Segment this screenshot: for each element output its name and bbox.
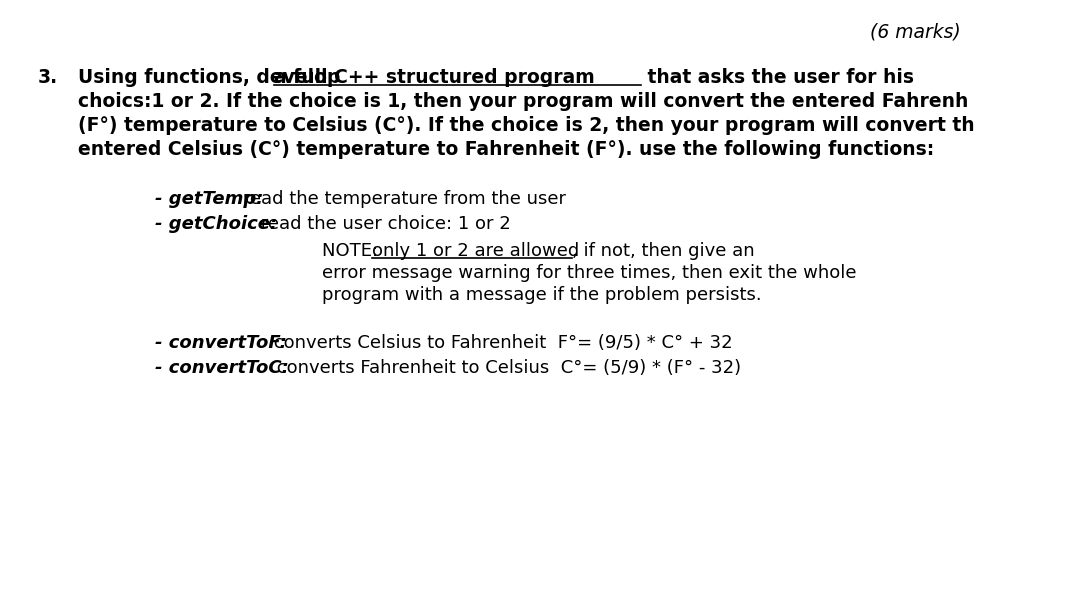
Text: only 1 or 2 are allowed: only 1 or 2 are allowed [372,242,579,260]
Text: read the temperature from the user: read the temperature from the user [237,190,566,208]
Text: program with a message if the problem persists.: program with a message if the problem pe… [322,286,761,304]
Text: - convertToF:: - convertToF: [155,334,287,352]
Text: a full C++ structured program: a full C++ structured program [274,68,595,87]
Text: that asks the user for his: that asks the user for his [641,68,914,87]
Text: , if not, then give an: , if not, then give an [572,242,755,260]
Text: entered Celsius (C°) temperature to Fahrenheit (F°). use the following functions: entered Celsius (C°) temperature to Fahr… [78,140,935,159]
Text: converts Fahrenheit to Celsius  C°= (5/9) * (F° - 32): converts Fahrenheit to Celsius C°= (5/9)… [271,359,741,377]
Text: read the user choice: 1 or 2: read the user choice: 1 or 2 [256,215,511,233]
Text: converts Celsius to Fahrenheit  F°= (9/5) * C° + 32: converts Celsius to Fahrenheit F°= (9/5)… [268,334,733,352]
Text: error message warning for three times, then exit the whole: error message warning for three times, t… [322,264,856,282]
Text: - convertToC:: - convertToC: [155,359,289,377]
Text: (F°) temperature to Celsius (C°). If the choice is 2, then your program will con: (F°) temperature to Celsius (C°). If the… [78,116,975,135]
Text: NOTE:: NOTE: [322,242,384,260]
Text: Using functions, develop: Using functions, develop [78,68,347,87]
Text: choics:1 or 2. If the choice is 1, then your program will convert the entered Fa: choics:1 or 2. If the choice is 1, then … [78,92,969,111]
Text: (6 marks): (6 marks) [870,22,961,41]
Text: - getTemp:: - getTemp: [155,190,263,208]
Text: 3.: 3. [38,68,58,87]
Text: - getChoice:: - getChoice: [155,215,277,233]
